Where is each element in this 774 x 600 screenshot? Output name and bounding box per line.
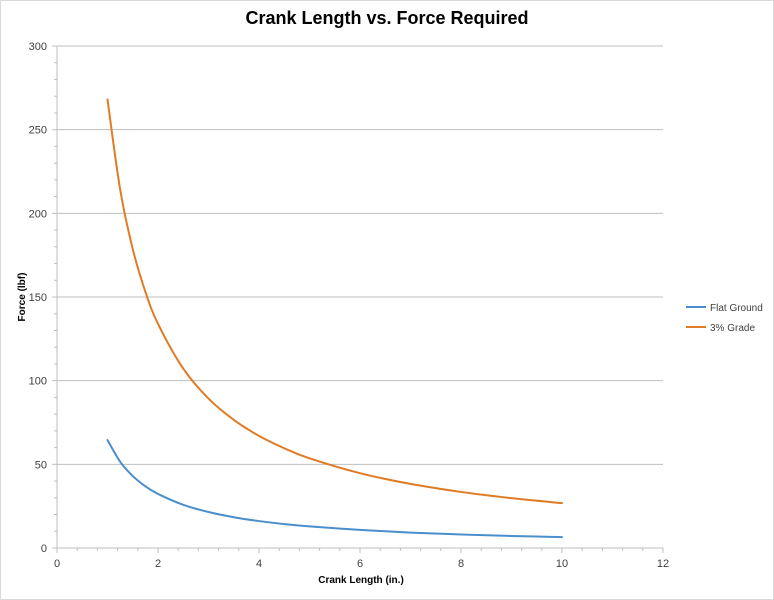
- tick-labels: 0 50 100 150 200 250 300 0 2 4 6 8 10 12: [29, 41, 669, 570]
- y-tick-label: 0: [41, 543, 47, 555]
- legend-label-flat-ground: Flat Ground: [710, 303, 763, 314]
- y-tick-label: 200: [29, 208, 47, 220]
- series-line-flat-ground: [106, 439, 563, 539]
- x-tick-label: 12: [657, 558, 669, 570]
- x-tick-label: 10: [556, 558, 568, 570]
- x-axis-title: Crank Length (in.): [318, 575, 404, 586]
- y-tick-label: 300: [29, 41, 47, 53]
- y-tick-label: 150: [29, 292, 47, 304]
- axes: [52, 45, 664, 553]
- chart-title: Crank Length vs. Force Required: [245, 8, 529, 28]
- legend-label-3-grade: 3% Grade: [710, 323, 755, 334]
- y-axis-title: Force (lbf): [17, 273, 28, 322]
- grid-lines: [57, 45, 663, 465]
- x-tick-label: 6: [357, 558, 363, 570]
- x-tick-label: 8: [458, 558, 464, 570]
- y-tick-label: 50: [35, 459, 47, 471]
- series-lines: [106, 98, 563, 539]
- y-tick-label: 250: [29, 125, 47, 137]
- legend: Flat Ground 3% Grade: [686, 303, 763, 334]
- series-line-3-grade: [106, 98, 563, 505]
- x-tick-label: 0: [54, 558, 60, 570]
- y-tick-label: 100: [29, 376, 47, 388]
- x-tick-label: 2: [155, 558, 161, 570]
- x-tick-label: 4: [256, 558, 262, 570]
